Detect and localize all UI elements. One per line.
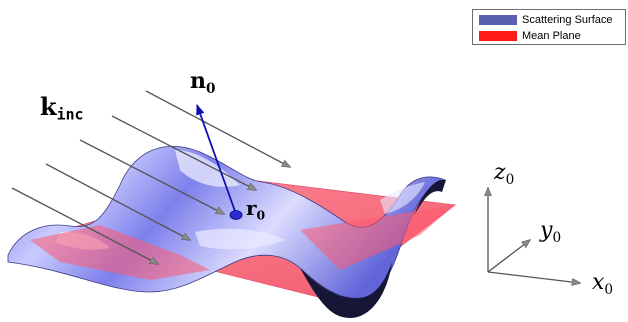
- legend-swatch-plane: [479, 31, 517, 41]
- label-x0-base: x: [592, 270, 605, 295]
- axis-y0: [487, 240, 530, 273]
- label-k-base: k: [40, 92, 57, 121]
- legend-item-mean-plane: Mean Plane: [479, 29, 581, 43]
- mean-plane-front: [30, 225, 210, 280]
- legend-label-plane: Mean Plane: [522, 30, 581, 42]
- label-z0-base: z: [494, 160, 506, 185]
- label-n0-base: n: [190, 68, 206, 94]
- incident-ray-2: [111, 115, 256, 190]
- label-n0: n0: [190, 68, 215, 97]
- label-x0: x0: [592, 270, 613, 298]
- label-n0-sub: 0: [206, 80, 216, 97]
- point-r0: [229, 210, 243, 220]
- legend: Scattering Surface Mean Plane: [472, 9, 626, 45]
- incident-ray-3: [79, 139, 224, 214]
- legend-swatch-surface: [479, 15, 517, 25]
- label-r0-sub: 0: [256, 207, 266, 223]
- axis-x0: [487, 271, 580, 283]
- surface-highlight-4: [380, 182, 425, 214]
- label-k-sub: inc: [56, 105, 84, 124]
- label-k-inc: kinc: [40, 92, 84, 123]
- incident-ray-4: [45, 163, 190, 240]
- label-y0-base: y: [540, 218, 553, 243]
- legend-label-surface: Scattering Surface: [522, 14, 613, 26]
- label-z0: z0: [494, 160, 514, 188]
- surface-underside-right: [414, 180, 446, 216]
- label-r0: r0: [246, 196, 265, 222]
- normal-vector: [196, 103, 237, 215]
- mean-plane-right: [300, 205, 455, 270]
- incident-ray-1: [145, 90, 290, 167]
- label-y0: y0: [540, 218, 561, 246]
- surface-highlight-3: [195, 228, 285, 250]
- label-r0-base: r: [246, 196, 257, 220]
- label-x0-sub: 0: [604, 281, 614, 298]
- label-y0-sub: 0: [552, 229, 562, 246]
- label-z0-sub: 0: [505, 171, 515, 188]
- legend-item-scattering-surface: Scattering Surface: [479, 13, 613, 27]
- incident-ray-5: [11, 187, 158, 264]
- surface-underside: [300, 262, 392, 318]
